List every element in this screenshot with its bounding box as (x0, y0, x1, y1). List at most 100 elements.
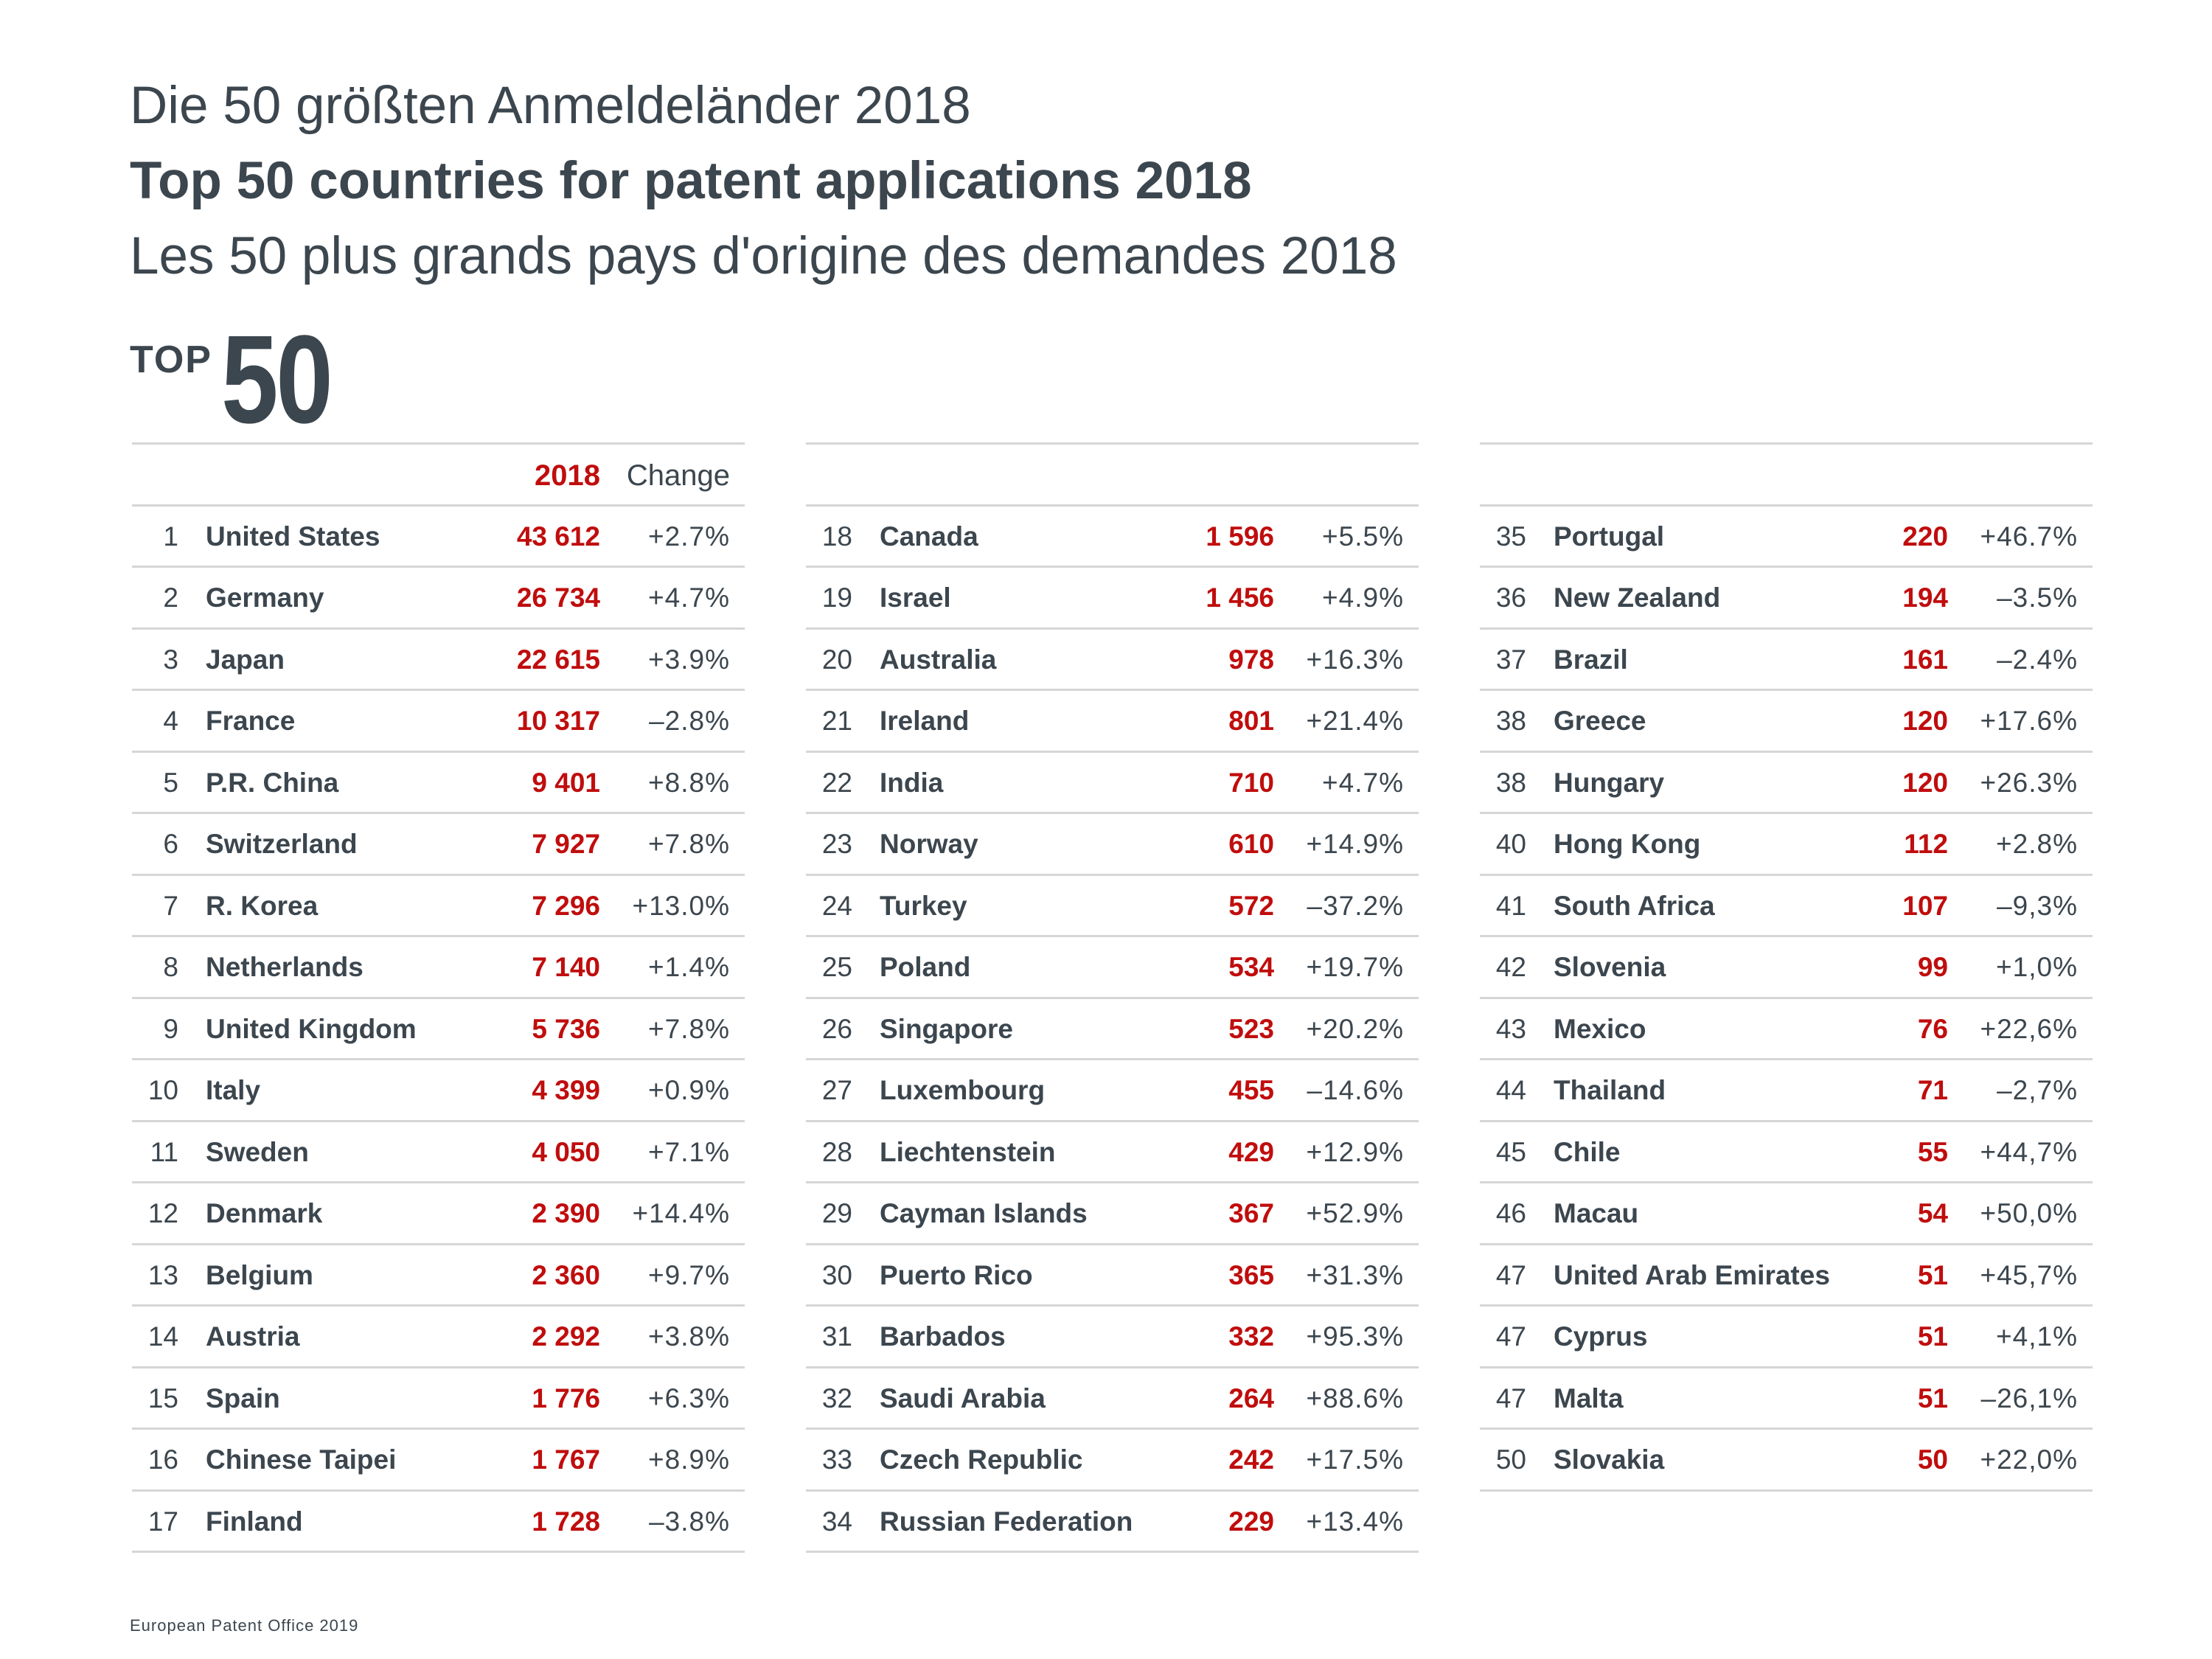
applications-2018: 51 (1917, 1321, 1948, 1352)
table-row: 15 Spain 1 776 +6.3% (132, 1366, 745, 1428)
change-percent: –37.2% (1307, 890, 1404, 921)
change-percent: –9,3% (1997, 890, 2078, 921)
country-name: Cyprus (1554, 1321, 1648, 1352)
table-row: 17 Finland 1 728 –3.8% (132, 1489, 745, 1553)
rank: 25 (821, 952, 852, 982)
country-name: Greece (1554, 706, 1646, 736)
rank: 24 (821, 890, 852, 921)
rank: 29 (821, 1198, 852, 1228)
applications-2018: 4 399 (532, 1075, 600, 1105)
table-header-row: 2018 Change (132, 442, 745, 504)
rank: 8 (163, 952, 178, 982)
table-row: 8 Netherlands 7 140 +1.4% (132, 935, 745, 997)
change-percent: +44,7% (1980, 1136, 2078, 1167)
change-percent: +1.4% (648, 952, 730, 982)
table-row: 16 Chinese Taipei 1 767 +8.9% (132, 1427, 745, 1489)
table-row: 23 Norway 610 +14.9% (806, 812, 1419, 874)
applications-2018: 801 (1228, 706, 1274, 736)
applications-2018: 1 456 (1206, 582, 1274, 613)
table-row: 47 United Arab Emirates 51 +45,7% (1480, 1242, 2093, 1305)
country-name: Switzerland (206, 829, 358, 859)
country-name: Netherlands (206, 952, 364, 982)
table-row: 45 Chile 55 +44,7% (1480, 1119, 2093, 1182)
table-row: 25 Poland 534 +19.7% (806, 935, 1419, 997)
rank: 23 (821, 829, 852, 859)
table-row: 3 Japan 22 615 +3.9% (132, 627, 745, 689)
rank: 14 (147, 1321, 178, 1352)
country-name: Turkey (880, 890, 967, 921)
rank: 36 (1495, 582, 1526, 613)
applications-2018: 7 140 (532, 952, 600, 982)
change-percent: +13.4% (1306, 1506, 1404, 1537)
country-name: United States (206, 521, 380, 552)
table-row: 29 Cayman Islands 367 +52.9% (806, 1181, 1419, 1243)
country-name: Poland (880, 952, 971, 982)
rank: 42 (1495, 952, 1526, 982)
change-percent: +4.9% (1322, 582, 1404, 613)
change-percent: +4.7% (648, 582, 730, 613)
change-percent: –2.8% (649, 706, 730, 736)
applications-2018: 7 296 (532, 890, 600, 921)
applications-2018: 120 (1902, 767, 1948, 798)
change-percent: –26,1% (1980, 1382, 2078, 1413)
country-name: Chile (1554, 1136, 1621, 1167)
rank: 40 (1495, 829, 1526, 859)
applications-2018: 71 (1917, 1075, 1948, 1105)
country-name: Israel (880, 582, 951, 613)
change-percent: +5.5% (1322, 521, 1404, 552)
applications-2018: 194 (1902, 582, 1948, 613)
rank: 12 (147, 1198, 178, 1228)
rank: 34 (821, 1506, 852, 1537)
change-percent: +46.7% (1980, 521, 2078, 552)
country-name: Barbados (880, 1321, 1006, 1352)
table-row: 21 Ireland 801 +21.4% (806, 689, 1419, 751)
country-name: Sweden (206, 1136, 309, 1167)
country-name: South Africa (1554, 890, 1715, 921)
country-name: Belgium (206, 1259, 313, 1290)
table-row: 9 United Kingdom 5 736 +7.8% (132, 996, 745, 1059)
change-percent: +22,0% (1980, 1444, 2078, 1475)
change-percent: +22,6% (1980, 1013, 2078, 1044)
applications-2018: 51 (1917, 1382, 1948, 1413)
country-name: France (206, 706, 296, 736)
change-percent: +4.7% (1322, 767, 1404, 798)
applications-2018: 99 (1917, 952, 1948, 982)
table-row: 24 Turkey 572 –37.2% (806, 873, 1419, 936)
applications-2018: 76 (1917, 1013, 1948, 1044)
table-row: 37 Brazil 161 –2.4% (1480, 627, 2093, 689)
rank: 28 (821, 1136, 852, 1167)
rank: 45 (1495, 1136, 1526, 1167)
table-row: 1 United States 43 612 +2.7% (132, 504, 745, 566)
applications-2018: 2 360 (532, 1259, 600, 1290)
change-percent: +8.9% (648, 1444, 730, 1475)
change-percent: +7.1% (648, 1136, 730, 1167)
table-row: 50 Slovakia 50 +22,0% (1480, 1427, 2093, 1492)
change-percent: +88.6% (1306, 1382, 1404, 1413)
applications-2018: 523 (1228, 1013, 1274, 1044)
table-row: 42 Slovenia 99 +1,0% (1480, 935, 2093, 997)
applications-2018: 367 (1228, 1198, 1274, 1228)
table-row: 6 Switzerland 7 927 +7.8% (132, 812, 745, 874)
change-percent: +17.5% (1306, 1444, 1404, 1475)
table-row: 41 South Africa 107 –9,3% (1480, 873, 2093, 936)
applications-2018: 7 927 (532, 829, 600, 859)
table-row: 20 Australia 978 +16.3% (806, 627, 1419, 689)
table-row: 18 Canada 1 596 +5.5% (806, 504, 1419, 566)
country-name: Brazil (1554, 644, 1628, 675)
country-name: R. Korea (206, 890, 319, 921)
country-name: Russian Federation (880, 1506, 1133, 1537)
change-percent: +3.8% (648, 1321, 730, 1352)
top-badge-word: TOP (130, 338, 212, 381)
table-row: 30 Puerto Rico 365 +31.3% (806, 1242, 1419, 1305)
rank: 10 (147, 1075, 178, 1105)
change-percent: +21.4% (1306, 706, 1404, 736)
country-name: Slovenia (1554, 952, 1666, 982)
applications-2018: 26 734 (516, 582, 600, 613)
country-name: Japan (206, 644, 285, 675)
table-row: 44 Thailand 71 –2,7% (1480, 1058, 2093, 1120)
table-column-2: 18 Canada 1 596 +5.5% 19 Israel 1 456 +4.9% 20 Au… (806, 442, 1419, 1553)
change-percent: –2.4% (1997, 644, 2078, 675)
applications-2018: 2 292 (532, 1321, 600, 1352)
applications-2018: 572 (1228, 890, 1274, 921)
change-percent: +2.7% (648, 521, 730, 552)
